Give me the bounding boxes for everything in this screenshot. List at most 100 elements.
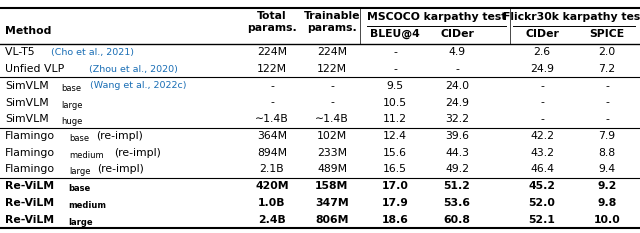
Text: -: - [393, 64, 397, 74]
Text: large: large [70, 168, 91, 176]
Text: 2.6: 2.6 [533, 47, 550, 57]
Text: 32.2: 32.2 [445, 114, 469, 124]
Text: ∼1.4B: ∼1.4B [255, 114, 289, 124]
Text: Re-ViLM: Re-ViLM [5, 215, 54, 225]
Text: -: - [330, 81, 334, 91]
Text: 17.9: 17.9 [381, 198, 408, 208]
Text: -: - [605, 114, 609, 124]
Text: 16.5: 16.5 [383, 164, 407, 175]
Text: 2.0: 2.0 [598, 47, 616, 57]
Text: 8.8: 8.8 [598, 148, 616, 158]
Text: base: base [61, 84, 81, 93]
Text: 18.6: 18.6 [381, 215, 408, 225]
Text: 52.1: 52.1 [529, 215, 556, 225]
Text: base: base [70, 134, 90, 143]
Text: MSCOCO karpathy test: MSCOCO karpathy test [367, 12, 506, 22]
Text: -: - [605, 81, 609, 91]
Text: -: - [270, 98, 274, 108]
Text: CIDer: CIDer [440, 29, 474, 39]
Text: -: - [540, 114, 544, 124]
Text: -: - [393, 47, 397, 57]
Text: base: base [68, 184, 91, 193]
Text: -: - [330, 98, 334, 108]
Text: 347M: 347M [315, 198, 349, 208]
Text: 102M: 102M [317, 131, 347, 141]
Text: Flickr30k karpathy test: Flickr30k karpathy test [503, 12, 640, 22]
Text: SimVLM: SimVLM [5, 81, 49, 91]
Text: 52.0: 52.0 [529, 198, 556, 208]
Text: BLEU@4: BLEU@4 [370, 29, 420, 39]
Text: huge: huge [61, 117, 83, 126]
Text: 1.0B: 1.0B [259, 198, 285, 208]
Text: Flamingo: Flamingo [5, 148, 55, 158]
Text: Flamingo: Flamingo [5, 164, 55, 175]
Text: Re-ViLM: Re-ViLM [5, 181, 54, 191]
Text: medium: medium [70, 151, 104, 160]
Text: 122M: 122M [317, 64, 347, 74]
Text: 43.2: 43.2 [530, 148, 554, 158]
Text: 2.4B: 2.4B [258, 215, 286, 225]
Text: 4.9: 4.9 [449, 47, 465, 57]
Text: Flamingo: Flamingo [5, 131, 55, 141]
Text: 44.3: 44.3 [445, 148, 469, 158]
Text: 10.5: 10.5 [383, 98, 407, 108]
Text: -: - [540, 81, 544, 91]
Text: 7.2: 7.2 [598, 64, 616, 74]
Text: 894M: 894M [257, 148, 287, 158]
Text: 233M: 233M [317, 148, 347, 158]
Text: (re-impl): (re-impl) [97, 164, 144, 175]
Text: ∼1.4B: ∼1.4B [315, 114, 349, 124]
Text: 11.2: 11.2 [383, 114, 407, 124]
Text: Re-ViLM: Re-ViLM [5, 198, 54, 208]
Text: Method: Method [5, 26, 51, 36]
Text: Total
params.: Total params. [247, 11, 297, 33]
Text: 24.9: 24.9 [530, 64, 554, 74]
Text: 42.2: 42.2 [530, 131, 554, 141]
Text: 46.4: 46.4 [530, 164, 554, 175]
Text: SimVLM: SimVLM [5, 98, 49, 108]
Text: 15.6: 15.6 [383, 148, 407, 158]
Text: VL-T5: VL-T5 [5, 47, 38, 57]
Text: 10.0: 10.0 [594, 215, 620, 225]
Text: 45.2: 45.2 [529, 181, 556, 191]
Text: 12.4: 12.4 [383, 131, 407, 141]
Text: 122M: 122M [257, 64, 287, 74]
Text: 420M: 420M [255, 181, 289, 191]
Text: large: large [68, 218, 93, 227]
Text: 224M: 224M [257, 47, 287, 57]
Text: Trainable
params.: Trainable params. [304, 11, 360, 33]
Text: medium: medium [68, 201, 106, 210]
Text: 9.5: 9.5 [387, 81, 404, 91]
Text: 364M: 364M [257, 131, 287, 141]
Text: (Wang et al., 2022c): (Wang et al., 2022c) [88, 81, 187, 90]
Text: 806M: 806M [316, 215, 349, 225]
Text: 7.9: 7.9 [598, 131, 616, 141]
Text: large: large [61, 101, 83, 110]
Text: 24.0: 24.0 [445, 81, 469, 91]
Text: 224M: 224M [317, 47, 347, 57]
Text: SPICE: SPICE [589, 29, 625, 39]
Text: -: - [270, 81, 274, 91]
Text: 2.1B: 2.1B [260, 164, 284, 175]
Text: 9.2: 9.2 [597, 181, 617, 191]
Text: (re-impl): (re-impl) [95, 131, 143, 141]
Text: (Zhou et al., 2020): (Zhou et al., 2020) [86, 65, 178, 74]
Text: 9.4: 9.4 [598, 164, 616, 175]
Text: -: - [455, 64, 459, 74]
Text: 51.2: 51.2 [444, 181, 470, 191]
Text: -: - [540, 98, 544, 108]
Text: (Cho et al., 2021): (Cho et al., 2021) [48, 48, 134, 57]
Text: Unfied VLP: Unfied VLP [5, 64, 68, 74]
Text: 158M: 158M [316, 181, 349, 191]
Text: 39.6: 39.6 [445, 131, 469, 141]
Text: 489M: 489M [317, 164, 347, 175]
Text: (re-impl): (re-impl) [115, 148, 161, 158]
Text: 49.2: 49.2 [445, 164, 469, 175]
Text: CIDer: CIDer [525, 29, 559, 39]
Text: 60.8: 60.8 [444, 215, 470, 225]
Text: 24.9: 24.9 [445, 98, 469, 108]
Text: 9.8: 9.8 [597, 198, 616, 208]
Text: -: - [605, 98, 609, 108]
Text: 53.6: 53.6 [444, 198, 470, 208]
Text: 17.0: 17.0 [381, 181, 408, 191]
